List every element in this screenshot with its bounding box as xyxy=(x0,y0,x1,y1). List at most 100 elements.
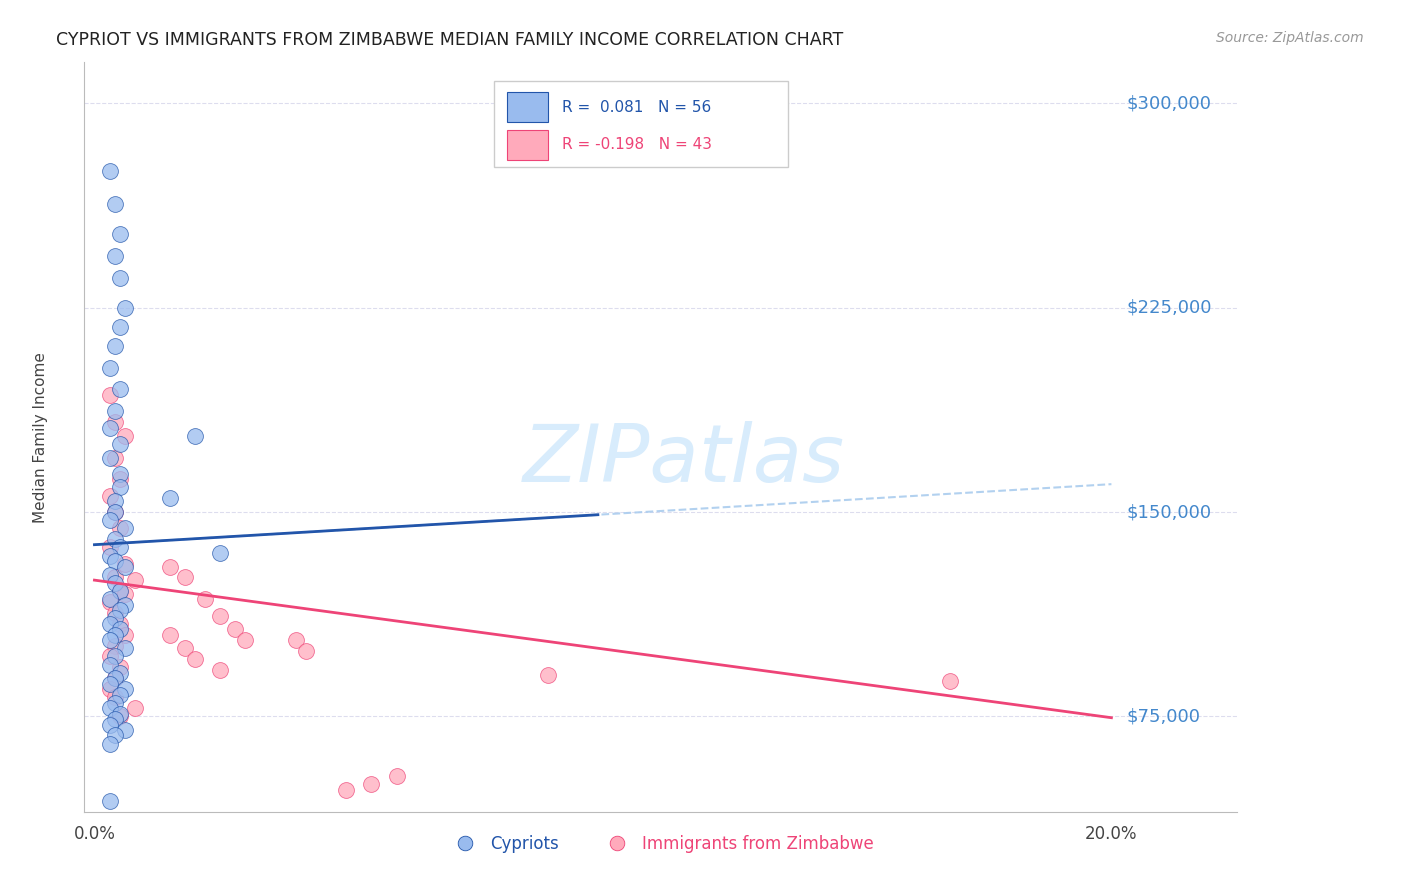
Point xyxy=(108,584,131,599)
Point xyxy=(103,690,125,705)
Point xyxy=(108,227,131,241)
Point xyxy=(98,164,121,178)
Point xyxy=(536,668,558,682)
Point xyxy=(335,783,357,797)
Point xyxy=(114,559,136,574)
Point xyxy=(108,319,131,334)
Point xyxy=(98,541,121,555)
Point xyxy=(98,388,121,402)
Point xyxy=(108,584,131,599)
Point xyxy=(124,701,146,715)
Point xyxy=(114,521,136,535)
Point xyxy=(103,505,125,519)
Point xyxy=(108,706,131,721)
Point xyxy=(108,660,131,674)
Point xyxy=(385,769,408,783)
Point xyxy=(103,533,125,547)
Point xyxy=(114,641,136,656)
Point xyxy=(103,671,125,685)
Point xyxy=(103,575,125,590)
Point xyxy=(103,494,125,508)
Point xyxy=(174,641,197,656)
Point xyxy=(108,383,131,397)
Point xyxy=(98,633,121,648)
Point xyxy=(114,428,136,442)
Point xyxy=(98,450,121,465)
Point xyxy=(108,616,131,631)
Text: R =  0.081   N = 56: R = 0.081 N = 56 xyxy=(561,100,711,115)
Point xyxy=(103,570,125,584)
Legend: Cypriots, Immigrants from Zimbabwe: Cypriots, Immigrants from Zimbabwe xyxy=(441,829,880,860)
FancyBboxPatch shape xyxy=(508,130,548,160)
Point xyxy=(103,696,125,710)
FancyBboxPatch shape xyxy=(508,93,548,122)
Point xyxy=(108,622,131,636)
Point xyxy=(98,360,121,375)
Point xyxy=(108,709,131,723)
Point xyxy=(98,701,121,715)
Point xyxy=(103,249,125,263)
Point xyxy=(174,570,197,584)
Point xyxy=(108,467,131,481)
Point xyxy=(98,549,121,563)
Point xyxy=(108,481,131,495)
Point xyxy=(98,649,121,664)
Text: $225,000: $225,000 xyxy=(1126,299,1212,317)
Point xyxy=(98,794,121,808)
Point xyxy=(98,717,121,731)
Point xyxy=(108,521,131,535)
Text: $300,000: $300,000 xyxy=(1126,95,1212,112)
Point xyxy=(98,737,121,751)
Point xyxy=(103,627,125,641)
Point xyxy=(103,639,125,653)
Point xyxy=(98,595,121,609)
Point xyxy=(108,541,131,555)
Point xyxy=(103,728,125,742)
Text: Source: ZipAtlas.com: Source: ZipAtlas.com xyxy=(1216,31,1364,45)
Point xyxy=(103,611,125,625)
Point xyxy=(114,301,136,315)
Text: 20.0%: 20.0% xyxy=(1085,825,1137,843)
Point xyxy=(184,652,207,666)
Point xyxy=(284,633,307,648)
Point xyxy=(103,450,125,465)
Point xyxy=(98,676,121,690)
Point xyxy=(209,663,232,677)
Point xyxy=(98,616,121,631)
Text: CYPRIOT VS IMMIGRANTS FROM ZIMBABWE MEDIAN FAMILY INCOME CORRELATION CHART: CYPRIOT VS IMMIGRANTS FROM ZIMBABWE MEDI… xyxy=(56,31,844,49)
Point xyxy=(98,420,121,434)
Point xyxy=(159,627,181,641)
Point xyxy=(103,671,125,685)
Text: ZIPatlas: ZIPatlas xyxy=(523,420,845,499)
Point xyxy=(114,598,136,612)
Point xyxy=(159,559,181,574)
Point xyxy=(98,682,121,697)
Text: 0.0%: 0.0% xyxy=(73,825,115,843)
Point xyxy=(114,587,136,601)
Point xyxy=(108,472,131,486)
Point xyxy=(209,608,232,623)
Point xyxy=(103,649,125,664)
Point xyxy=(103,197,125,211)
Point xyxy=(235,633,257,648)
Point xyxy=(98,592,121,607)
Point xyxy=(108,437,131,451)
Text: $75,000: $75,000 xyxy=(1126,707,1201,725)
Point xyxy=(108,688,131,702)
Point xyxy=(114,682,136,697)
FancyBboxPatch shape xyxy=(494,81,787,168)
Point xyxy=(194,592,217,607)
Point xyxy=(114,627,136,641)
Point xyxy=(103,554,125,568)
Point xyxy=(114,557,136,571)
Text: Median Family Income: Median Family Income xyxy=(34,351,48,523)
Point xyxy=(103,339,125,353)
Point xyxy=(124,573,146,587)
Point xyxy=(939,673,962,688)
Text: $150,000: $150,000 xyxy=(1126,503,1212,521)
Point xyxy=(103,505,125,519)
Text: R = -0.198   N = 43: R = -0.198 N = 43 xyxy=(561,137,711,153)
Point xyxy=(103,404,125,418)
Point xyxy=(98,489,121,503)
Point xyxy=(98,513,121,527)
